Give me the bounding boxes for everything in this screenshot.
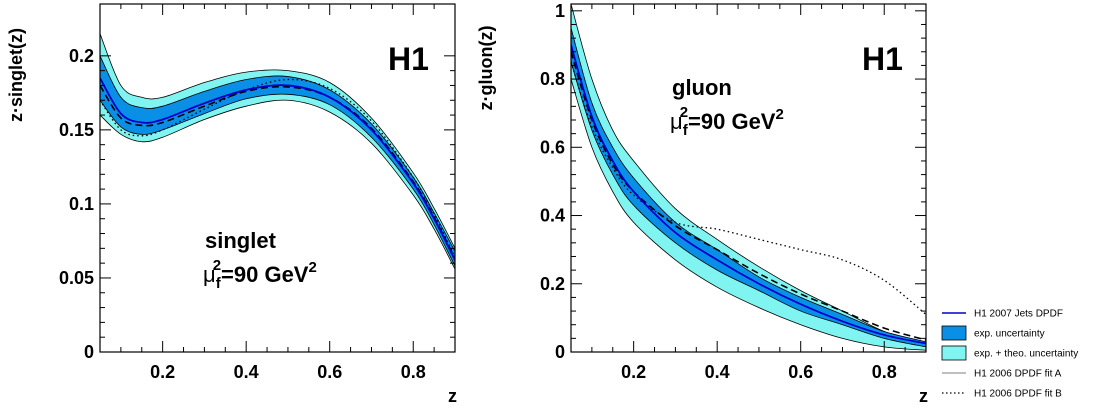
scale-superscript: 2 bbox=[308, 259, 316, 276]
gluon-panel: 0.2 0.4 0.6 0.8 0 0.2 0.4 0.6 0.8 1 z z·gluon(z) H1 g… bbox=[476, 1, 928, 406]
x-axis-label: z bbox=[919, 386, 928, 406]
legend: H1 2007 Jets DPDF exp. uncertainty exp. + … bbox=[941, 309, 1078, 400]
x-tick-label: 0.2 bbox=[621, 362, 646, 382]
legend-item: exp. + theo. uncertainty bbox=[941, 345, 1078, 361]
singlet-panel: 0.2 0.4 0.6 0.8 0 0.05 0.1 0.15 0.2 z z·singlet(z)… bbox=[6, 3, 457, 406]
y-tick-label: 1 bbox=[555, 1, 565, 21]
mu-symbol: μ bbox=[203, 262, 216, 287]
legend-item: H1 2007 Jets DPDF bbox=[942, 309, 1063, 320]
mu-subscript: f bbox=[216, 275, 222, 292]
y-tick-label: 0.2 bbox=[69, 46, 94, 66]
plot-area bbox=[100, 33, 455, 270]
legend-item: H1 2006 DPDF fit A bbox=[942, 369, 1062, 380]
x-tick-label: 0.4 bbox=[705, 362, 730, 382]
plot-frame bbox=[570, 3, 927, 353]
plot-area bbox=[571, 4, 926, 351]
y-tick-label: 0.15 bbox=[59, 120, 94, 140]
central-fit-line bbox=[571, 44, 926, 345]
mu-symbol: μ bbox=[670, 109, 683, 134]
x-tick-label: 0.8 bbox=[401, 362, 426, 382]
plot-frame bbox=[99, 3, 456, 353]
y-axis-label: z·gluon(z) bbox=[476, 26, 496, 111]
legend-label: H1 2007 Jets DPDF bbox=[974, 309, 1063, 320]
x-tick-label: 0.6 bbox=[317, 362, 342, 382]
y-tick-label: 0 bbox=[555, 342, 565, 362]
legend-item: H1 2006 DPDF fit B bbox=[942, 389, 1062, 400]
exp-uncertainty-band bbox=[571, 27, 926, 348]
x-tick-label: 0.6 bbox=[788, 362, 813, 382]
mu-superscript: 2 bbox=[213, 257, 221, 274]
legend-item: exp. uncertainty bbox=[941, 325, 1045, 341]
mu-superscript: 2 bbox=[680, 104, 688, 121]
y-tick-label: 0.4 bbox=[540, 206, 565, 226]
x-axis-label: z bbox=[448, 386, 457, 406]
annotation-name: singlet bbox=[205, 228, 277, 253]
x-tick-label: 0.2 bbox=[150, 362, 175, 382]
h1-logo: H1 bbox=[862, 41, 903, 77]
y-tick-label: 0.6 bbox=[540, 137, 565, 157]
y-tick-label: 0.8 bbox=[540, 69, 565, 89]
annotation-scale: μf2=90 GeV2 bbox=[670, 104, 784, 139]
y-tick-label: 0.2 bbox=[540, 274, 565, 294]
y-tick-label: 0 bbox=[84, 342, 94, 362]
scale-value: =90 GeV bbox=[221, 262, 309, 287]
y-axis-label: z·singlet(z) bbox=[6, 28, 26, 122]
x-tick-label: 0.8 bbox=[872, 362, 897, 382]
central-fit-line bbox=[100, 77, 455, 261]
theo-uncertainty-band bbox=[100, 33, 455, 270]
scale-value: =90 GeV bbox=[688, 109, 776, 134]
annotation-scale: μf2=90 GeV2 bbox=[203, 257, 317, 292]
legend-label: exp. + theo. uncertainty bbox=[974, 349, 1078, 360]
annotation-name: gluon bbox=[672, 75, 732, 100]
legend-swatch bbox=[941, 345, 967, 361]
x-tick-label: 0.4 bbox=[234, 362, 259, 382]
fit-a-line bbox=[571, 51, 926, 341]
legend-label: exp. uncertainty bbox=[974, 329, 1045, 340]
y-tick-label: 0.1 bbox=[69, 194, 94, 214]
legend-label: H1 2006 DPDF fit A bbox=[974, 369, 1062, 380]
h1-logo: H1 bbox=[388, 41, 429, 77]
y-tick-label: 0.05 bbox=[59, 268, 94, 288]
legend-swatch bbox=[941, 325, 967, 341]
scale-superscript: 2 bbox=[775, 106, 783, 123]
legend-label: H1 2006 DPDF fit B bbox=[974, 389, 1062, 400]
mu-subscript: f bbox=[683, 122, 689, 139]
